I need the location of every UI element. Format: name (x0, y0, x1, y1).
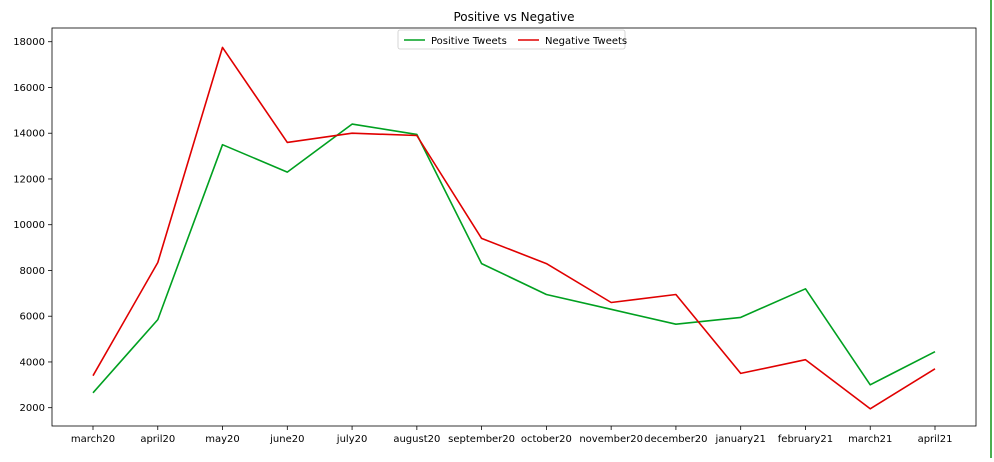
negative-tweets-line (92, 46, 936, 410)
x-tick-label: april20 (140, 434, 175, 445)
x-tick-label: february21 (778, 434, 833, 445)
y-axis: 2000 4000 6000 8000 10000 12000 14000 16000 1800… (13, 37, 52, 414)
legend-box (397, 29, 626, 50)
x-tick-label: october20 (521, 434, 572, 445)
series-lines (92, 46, 936, 410)
y-tick-label: 14000 (13, 129, 45, 140)
chart-title: Positive vs Negative (453, 10, 574, 24)
y-tick-label: 12000 (13, 174, 45, 185)
y-tick-label: 18000 (13, 37, 45, 48)
positive-tweets-line (92, 123, 936, 394)
x-tick-label: may20 (205, 434, 240, 445)
y-tick-label: 10000 (13, 220, 45, 231)
notebook-cell-edge (990, 0, 992, 458)
x-tick-label: march20 (71, 434, 115, 445)
y-tick-label: 8000 (20, 266, 45, 277)
legend-label-positive: Positive Tweets (431, 36, 507, 47)
x-tick-label: december20 (644, 434, 707, 445)
x-tick-label: june20 (269, 434, 304, 445)
x-tick-label: july20 (336, 434, 368, 445)
plot-area-frame (51, 27, 977, 427)
x-tick-label: january21 (714, 434, 765, 445)
x-tick-label: november20 (579, 434, 643, 445)
legend: Positive Tweets Negative Tweets (397, 29, 627, 50)
y-tick-label: 6000 (20, 312, 45, 323)
y-tick-label: 2000 (20, 403, 45, 414)
y-tick-label: 4000 (20, 357, 45, 368)
x-tick-label: august20 (393, 434, 440, 445)
legend-label-negative: Negative Tweets (545, 36, 627, 47)
x-tick-label: september20 (448, 434, 515, 445)
x-tick-label: march21 (848, 434, 892, 445)
y-tick-label: 16000 (13, 83, 45, 94)
x-axis: march20 april20 may20 june20 july20 august20 s… (71, 426, 953, 445)
x-tick-label: april21 (918, 434, 953, 445)
